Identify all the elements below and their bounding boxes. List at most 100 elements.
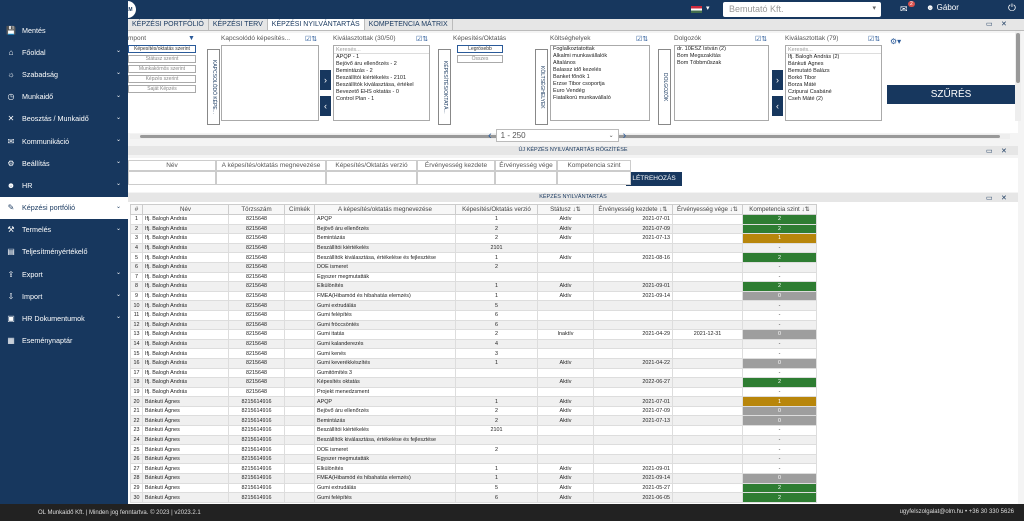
table-cell[interactable]: 0 (742, 290, 817, 302)
table-row[interactable]: 19 Ifj. Balogh András 8215648 Projekt mened… (130, 386, 817, 398)
table-cell[interactable] (284, 357, 315, 369)
table-cell[interactable] (672, 223, 743, 235)
table-cell[interactable] (672, 214, 743, 225)
list-item[interactable]: Cseh Máté (2) (788, 96, 823, 102)
sidebar-item-5[interactable]: ✉ Kommunikáció ⌄ (0, 130, 128, 152)
table-cell[interactable]: DOE ismeret (314, 261, 456, 273)
table-cell[interactable] (672, 434, 743, 446)
table-cell[interactable]: Ifj. Balogh András (142, 252, 229, 263)
table-cell[interactable]: Ifj. Balogh András (142, 300, 229, 311)
sidebar-item-6[interactable]: ⚙ Beállítás ⌄ (0, 152, 128, 174)
table-cell[interactable]: 8215648 (228, 300, 285, 311)
table-cell[interactable]: 2021-09-01 (593, 281, 673, 292)
table-cell[interactable]: 2021-04-22 (593, 357, 673, 369)
qualification-vertical-label[interactable]: KÉPESÍTÉS/OKTATÁ... (438, 49, 451, 125)
sidebar-item-14[interactable]: ▦ Eseménynaptár (0, 330, 128, 352)
table-cell[interactable]: Projekt menedzsment (314, 386, 456, 398)
table-cell[interactable]: 8215648 (228, 214, 285, 225)
table-cell[interactable]: 1 (742, 396, 817, 407)
table-cell[interactable] (537, 242, 594, 254)
table-cell[interactable]: Aktív (537, 233, 594, 244)
footer-contact[interactable]: ugyfelszolgalat@olm.hu • +36 30 330 5626 (899, 509, 1014, 515)
table-cell[interactable] (593, 319, 673, 331)
move-right-button[interactable]: › (772, 70, 783, 90)
table-cell[interactable] (284, 309, 315, 321)
table-cell[interactable]: Bánkuti Ágnes (142, 492, 229, 503)
table-cell[interactable]: Bánkuti Ágnes (142, 453, 229, 465)
table-cell[interactable] (284, 338, 315, 350)
table-cell[interactable]: Beszállítók kiválasztása, értékelése és … (314, 252, 456, 263)
group-by-button[interactable]: Saját Képzés (128, 85, 196, 93)
table-cell[interactable]: 0 (742, 357, 817, 369)
table-cell[interactable]: - (742, 434, 817, 446)
table-cell[interactable]: 8215648 (228, 271, 285, 283)
window-icon[interactable]: ▭ (986, 148, 993, 155)
table-row[interactable]: 11 Ifj. Balogh András 8215648 Gumi felépíté… (130, 309, 817, 321)
table-cell[interactable]: 8215614916 (228, 482, 285, 494)
table-cell[interactable]: Aktív (537, 357, 594, 369)
sidebar-item-13[interactable]: ▣ HR Dokumentumok ⌄ (0, 307, 128, 329)
table-cell[interactable]: 2021-06-05 (593, 492, 673, 503)
table-cell[interactable] (672, 367, 743, 379)
close-icon[interactable]: ✕ (1001, 148, 1007, 155)
table-cell[interactable]: 8215648 (228, 290, 285, 302)
table-cell[interactable] (672, 252, 743, 263)
table-cell[interactable]: 0 (742, 473, 817, 484)
table-cell[interactable] (672, 444, 743, 455)
table-cell[interactable]: DOE ismeret (314, 444, 456, 455)
list-item[interactable]: Fiatalkorú munkavállaló (553, 95, 611, 101)
sidebar-item-4[interactable]: ✕ Beosztás / Munkaidő ⌄ (0, 108, 128, 130)
table-cell[interactable]: 8215648 (228, 223, 285, 235)
list-item[interactable]: Czipurai Csabáné (788, 89, 832, 95)
table-cell[interactable] (593, 242, 673, 254)
table-cell[interactable]: 8215648 (228, 367, 285, 379)
table-row[interactable]: 29 Bánkuti Ágnes 8215614916 Gumi extrudálás… (130, 482, 817, 494)
table-row[interactable]: 3 Ifj. Balogh András 8215648 Bemintázás 2 Akt… (130, 233, 817, 244)
table-cell[interactable] (593, 300, 673, 311)
list-item[interactable]: Borkó Tibor (788, 75, 817, 81)
table-cell[interactable]: Gumi felépítés (314, 309, 456, 321)
table-row[interactable]: 24 Bánkuti Ágnes 8215614916 Beszállítók kiv… (130, 434, 817, 446)
sidebar-item-0[interactable]: 💾 Mentés (0, 19, 128, 41)
table-cell[interactable] (455, 453, 538, 465)
table-cell[interactable]: Gumi felépítés (314, 492, 456, 503)
table-row[interactable]: 1 Ifj. Balogh András 8215648 APQP 1 Aktív 2021… (130, 214, 817, 225)
table-cell[interactable]: Gumi kalanderezés (314, 338, 456, 350)
list-search-input[interactable]: Keresés... (786, 46, 881, 54)
table-cell[interactable]: 2 (455, 444, 538, 455)
table-cell[interactable]: 6 (455, 309, 538, 321)
table-cell[interactable]: 5 (455, 300, 538, 311)
table-cell[interactable] (537, 338, 594, 350)
table-cell[interactable]: 2 (455, 329, 538, 340)
table-cell[interactable]: 2 (742, 214, 817, 225)
table-cell[interactable]: 2 (455, 233, 538, 244)
table-cell[interactable] (672, 242, 743, 254)
table-row[interactable]: 12 Ifj. Balogh András 8215648 Gumi fröccsön… (130, 319, 817, 331)
list-item[interactable]: Euro Vendég (553, 88, 585, 94)
table-cell[interactable]: 2021-07-13 (593, 233, 673, 244)
table-cell[interactable] (672, 453, 743, 465)
table-cell[interactable]: Aktív (537, 290, 594, 302)
table-cell[interactable]: 0 (742, 415, 817, 427)
table-cell[interactable]: 8215614916 (228, 444, 285, 455)
column-header[interactable]: Kompetencia szint ↓⇅ (742, 204, 817, 215)
related-qualification-vertical-label[interactable]: KAPCSOLÓDÓ KÉPE... (207, 49, 220, 125)
table-cell[interactable] (672, 281, 743, 292)
table-cell[interactable] (284, 367, 315, 379)
table-cell[interactable] (284, 463, 315, 475)
table-cell[interactable]: 3 (455, 348, 538, 359)
group-by-button[interactable]: Képesítés/oktatás szerint (128, 45, 196, 53)
table-cell[interactable]: 2 (742, 252, 817, 263)
table-cell[interactable] (593, 338, 673, 350)
table-cell[interactable]: Aktív (537, 252, 594, 263)
table-cell[interactable] (537, 386, 594, 398)
table-cell[interactable]: Gumi extrudálás (314, 300, 456, 311)
table-cell[interactable]: 8215648 (228, 329, 285, 340)
group-by-button[interactable]: Képzés szerint (128, 75, 196, 83)
table-cell[interactable]: Bánkuti Ágnes (142, 396, 229, 407)
sidebar-item-3[interactable]: ◷ Munkaidő ⌄ (0, 86, 128, 108)
window-icon[interactable]: ▭ (986, 195, 993, 202)
table-cell[interactable]: 4 (455, 338, 538, 350)
table-cell[interactable]: - (742, 444, 817, 455)
table-cell[interactable] (593, 367, 673, 379)
